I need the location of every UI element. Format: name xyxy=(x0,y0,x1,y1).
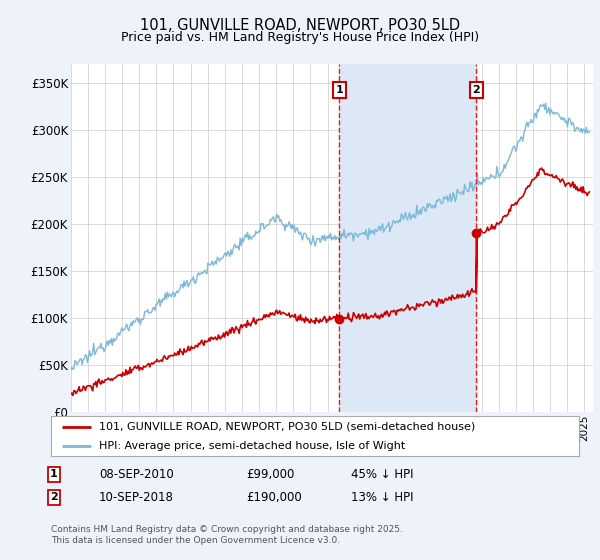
Text: 45% ↓ HPI: 45% ↓ HPI xyxy=(351,468,413,481)
Text: HPI: Average price, semi-detached house, Isle of Wight: HPI: Average price, semi-detached house,… xyxy=(98,441,405,450)
Text: 2: 2 xyxy=(472,85,480,95)
Text: £190,000: £190,000 xyxy=(246,491,302,504)
Text: £99,000: £99,000 xyxy=(246,468,295,481)
Text: 101, GUNVILLE ROAD, NEWPORT, PO30 5LD: 101, GUNVILLE ROAD, NEWPORT, PO30 5LD xyxy=(140,18,460,33)
Text: Price paid vs. HM Land Registry's House Price Index (HPI): Price paid vs. HM Land Registry's House … xyxy=(121,31,479,44)
Text: 1: 1 xyxy=(50,469,58,479)
Text: 2: 2 xyxy=(50,492,58,502)
Text: 1: 1 xyxy=(335,85,343,95)
Bar xyxy=(340,64,476,412)
Text: 08-SEP-2010: 08-SEP-2010 xyxy=(99,468,174,481)
Text: 13% ↓ HPI: 13% ↓ HPI xyxy=(351,491,413,504)
Text: 101, GUNVILLE ROAD, NEWPORT, PO30 5LD (semi-detached house): 101, GUNVILLE ROAD, NEWPORT, PO30 5LD (s… xyxy=(98,422,475,432)
Text: Contains HM Land Registry data © Crown copyright and database right 2025.
This d: Contains HM Land Registry data © Crown c… xyxy=(51,525,403,545)
Text: 10-SEP-2018: 10-SEP-2018 xyxy=(99,491,174,504)
